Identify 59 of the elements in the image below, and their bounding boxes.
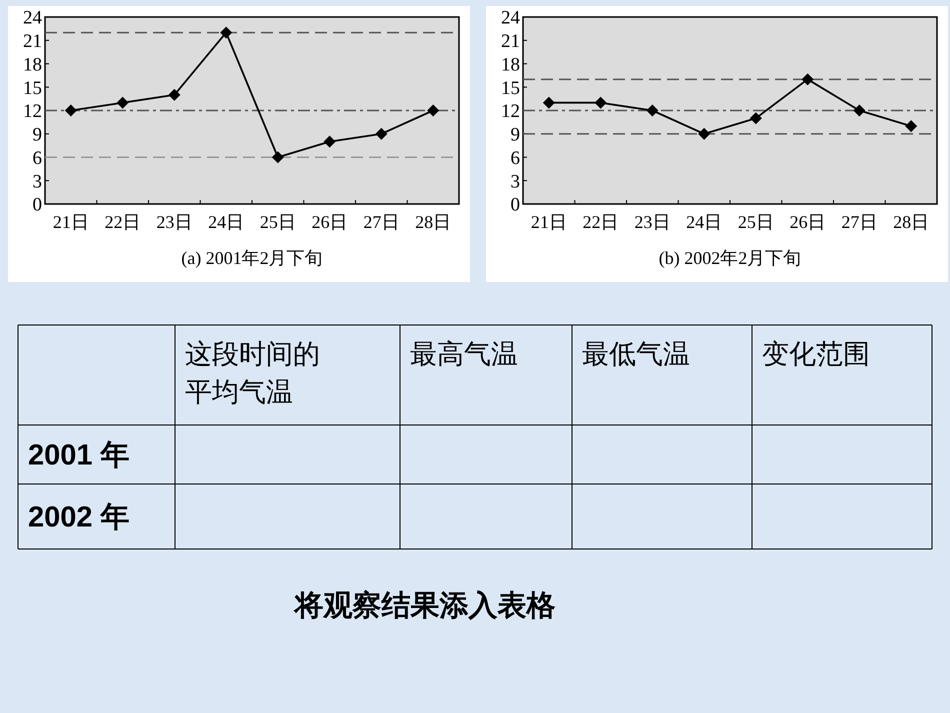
point xyxy=(375,128,388,140)
point xyxy=(324,136,336,148)
y-tick-label: 21 xyxy=(23,31,42,52)
x-tick-label: 25日 xyxy=(260,212,296,232)
y-tick-label: 18 xyxy=(23,54,42,76)
point xyxy=(802,73,814,86)
x-tick-label: 22日 xyxy=(104,212,141,232)
point xyxy=(905,120,918,132)
y-tick-label: 15 xyxy=(23,78,42,99)
category-label: 最低气温 xyxy=(582,339,690,369)
category-label: 这段时间的平均气温 xyxy=(185,339,320,407)
y-tick-label: 18 xyxy=(501,54,520,76)
x-tick-label: 27日 xyxy=(841,212,878,232)
text: (b) 2002年2月下旬 xyxy=(658,248,802,268)
x-tick-label: 25日 xyxy=(738,212,774,232)
point xyxy=(64,104,77,116)
x-tick-label: 23日 xyxy=(634,212,670,232)
point xyxy=(853,104,866,116)
point xyxy=(750,112,762,124)
x-tick-label: 24日 xyxy=(208,212,244,232)
y-tick-label: 0 xyxy=(32,194,42,216)
point xyxy=(272,151,284,164)
x-tick-label: 21日 xyxy=(530,212,567,232)
category-label: 2002 年 xyxy=(28,502,130,534)
x-tick-label: 28日 xyxy=(415,212,452,232)
x-tick-label: 21日 xyxy=(52,212,89,232)
y-tick-label: 0 xyxy=(510,194,520,216)
y-tick-label: 6 xyxy=(32,148,42,169)
y-tick-label: 9 xyxy=(510,124,520,146)
x-tick-label: 27日 xyxy=(363,212,400,232)
point xyxy=(116,96,129,109)
category-label: 变化范围 xyxy=(762,339,870,369)
y-tick-label: 9 xyxy=(32,124,42,146)
x-tick-label: 22日 xyxy=(582,212,619,232)
point xyxy=(542,96,555,109)
x-tick-label: 24日 xyxy=(686,212,722,232)
x-tick-label: 26日 xyxy=(312,212,348,232)
y-tick-label: 12 xyxy=(501,101,520,122)
y-tick-label: 3 xyxy=(32,171,42,192)
y-tick-label: 24 xyxy=(501,8,520,29)
y-tick-label: 21 xyxy=(501,31,520,52)
point xyxy=(594,96,607,109)
category-label: 最高气温 xyxy=(410,339,518,369)
y-tick-label: 12 xyxy=(23,101,42,122)
y-tick-label: 3 xyxy=(510,171,520,192)
x-tick-label: 28日 xyxy=(893,212,930,232)
y-tick-label: 15 xyxy=(501,78,520,99)
point xyxy=(168,88,180,101)
x-tick-label: 23日 xyxy=(156,212,192,232)
x-tick-label: 26日 xyxy=(790,212,826,232)
y-tick-label: 6 xyxy=(510,148,520,169)
y-tick-label: 24 xyxy=(23,8,42,29)
text: (a) 2001年2月下旬 xyxy=(181,248,323,268)
point xyxy=(427,104,440,116)
point xyxy=(698,128,710,140)
text: 将观察结果添入表格 xyxy=(292,589,556,622)
category-label: 2001 年 xyxy=(28,440,130,472)
point xyxy=(646,104,658,116)
point xyxy=(220,26,232,39)
